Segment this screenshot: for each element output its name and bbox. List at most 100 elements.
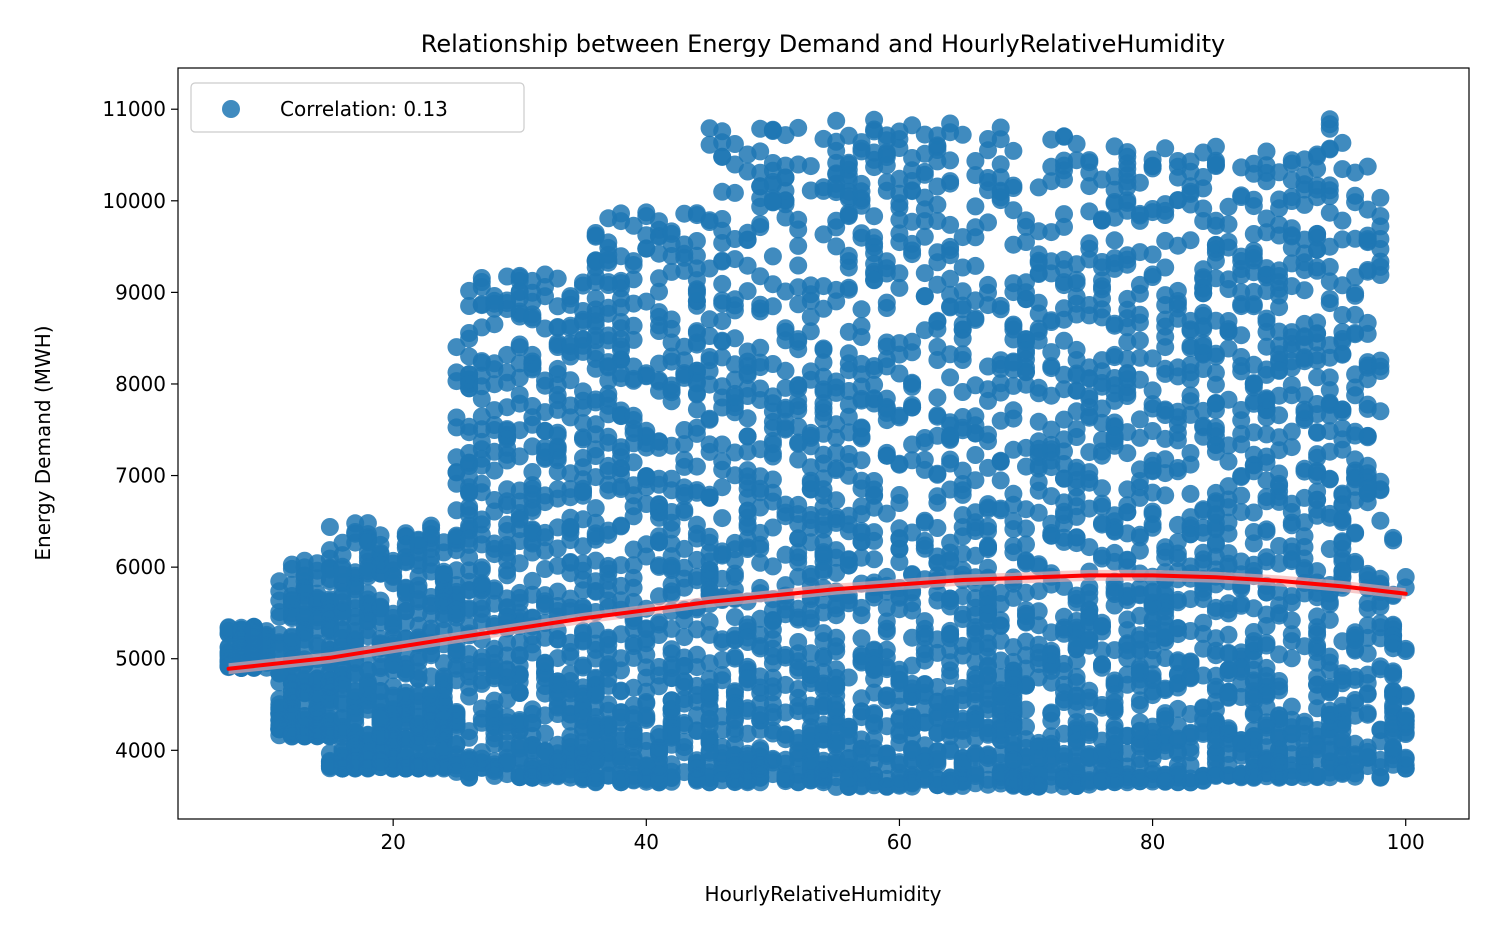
scatter-point	[877, 131, 896, 150]
scatter-point	[991, 611, 1010, 630]
scatter-point	[675, 694, 694, 713]
scatter-point	[903, 241, 922, 260]
scatter-point	[472, 353, 491, 372]
scatter-point	[1118, 744, 1137, 763]
scatter-point	[637, 203, 656, 222]
scatter-point	[1206, 715, 1225, 734]
scatter-point	[637, 467, 656, 486]
scatter-point	[1244, 295, 1263, 314]
scatter-point	[1143, 583, 1162, 602]
scatter-point	[1055, 310, 1073, 329]
scatter-point	[915, 640, 934, 659]
scatter-point	[624, 406, 643, 425]
scatter-point	[1156, 327, 1175, 346]
scatter-point	[1168, 699, 1187, 718]
scatter-point	[637, 709, 656, 728]
scatter-point	[827, 111, 846, 130]
scatter-point	[763, 721, 782, 740]
scatter-point	[396, 689, 415, 708]
scatter-point	[1042, 711, 1061, 730]
scatter-point	[1055, 380, 1073, 399]
scatter-point	[1206, 766, 1225, 785]
scatter-point	[928, 487, 947, 506]
scatter-point	[1181, 162, 1200, 181]
scatter-point	[1004, 440, 1023, 459]
scatter-point	[700, 743, 719, 762]
scatter-point	[409, 536, 428, 555]
scatter-point	[890, 519, 909, 538]
scatter-point	[1333, 496, 1352, 515]
scatter-point	[1029, 432, 1048, 451]
scatter-point	[675, 457, 694, 476]
scatter-point	[1055, 260, 1073, 279]
scatter-point	[991, 686, 1010, 705]
scatter-point	[966, 376, 985, 395]
scatter-point	[1093, 479, 1111, 498]
scatter-point	[1270, 554, 1289, 573]
scatter-point	[1029, 582, 1048, 601]
scatter-point	[1067, 340, 1086, 359]
scatter-point	[789, 688, 808, 707]
scatter-point	[599, 723, 618, 742]
scatter-point	[574, 483, 592, 502]
scatter-point	[1156, 742, 1175, 760]
scatter-point	[700, 348, 719, 366]
scatter-point	[599, 456, 618, 475]
scatter-point	[1093, 277, 1111, 296]
scatter-point	[1257, 309, 1276, 328]
scatter-point	[687, 457, 706, 476]
scatter-point	[751, 295, 770, 314]
scatter-point	[1042, 343, 1061, 362]
scatter-point	[384, 567, 403, 586]
scatter-point	[839, 354, 858, 373]
scatter-point	[1042, 223, 1061, 242]
scatter-point	[612, 204, 630, 223]
scatter-point	[700, 327, 719, 345]
scatter-point	[801, 362, 820, 381]
scatter-point	[928, 152, 947, 171]
scatter-point	[1118, 364, 1137, 383]
scatter-point	[1143, 156, 1162, 175]
scatter-point	[953, 315, 972, 334]
scatter-point	[523, 523, 542, 542]
scatter-point	[561, 295, 580, 314]
scatter-point	[1055, 410, 1073, 429]
scatter-point	[839, 768, 858, 787]
scatter-point	[612, 313, 630, 331]
scatter-point	[510, 335, 529, 354]
scatter-point	[941, 241, 960, 259]
scatter-point	[371, 753, 390, 772]
scatter-point	[1358, 399, 1377, 418]
scatter-point	[650, 438, 668, 457]
scatter-point	[460, 728, 479, 747]
scatter-point	[763, 612, 782, 631]
scatter-point	[700, 527, 719, 546]
scatter-point	[814, 560, 833, 579]
scatter-point	[1257, 738, 1276, 757]
scatter-point	[776, 503, 795, 522]
scatter-point	[270, 582, 289, 601]
scatter-point	[1118, 444, 1137, 463]
scatter-point	[1257, 522, 1276, 541]
scatter-point	[1055, 770, 1073, 789]
scatter-point	[852, 497, 871, 516]
scatter-point	[523, 345, 542, 364]
scatter-point	[1168, 678, 1187, 697]
scatter-point	[1105, 426, 1124, 445]
scatter-point	[700, 612, 719, 631]
scatter-point	[574, 537, 592, 556]
scatter-point	[801, 181, 820, 200]
scatter-point	[789, 278, 808, 297]
scatter-point	[1270, 261, 1289, 280]
scatter-point	[675, 364, 694, 383]
scatter-point	[510, 368, 529, 387]
scatter-point	[1004, 652, 1023, 671]
scatter-point	[738, 633, 757, 651]
scatter-point	[966, 669, 985, 688]
scatter-point	[1143, 505, 1162, 524]
scatter-point	[725, 735, 744, 754]
scatter-point	[928, 407, 947, 426]
scatter-point	[1206, 344, 1225, 363]
scatter-point	[346, 734, 365, 753]
scatter-point	[966, 166, 985, 185]
